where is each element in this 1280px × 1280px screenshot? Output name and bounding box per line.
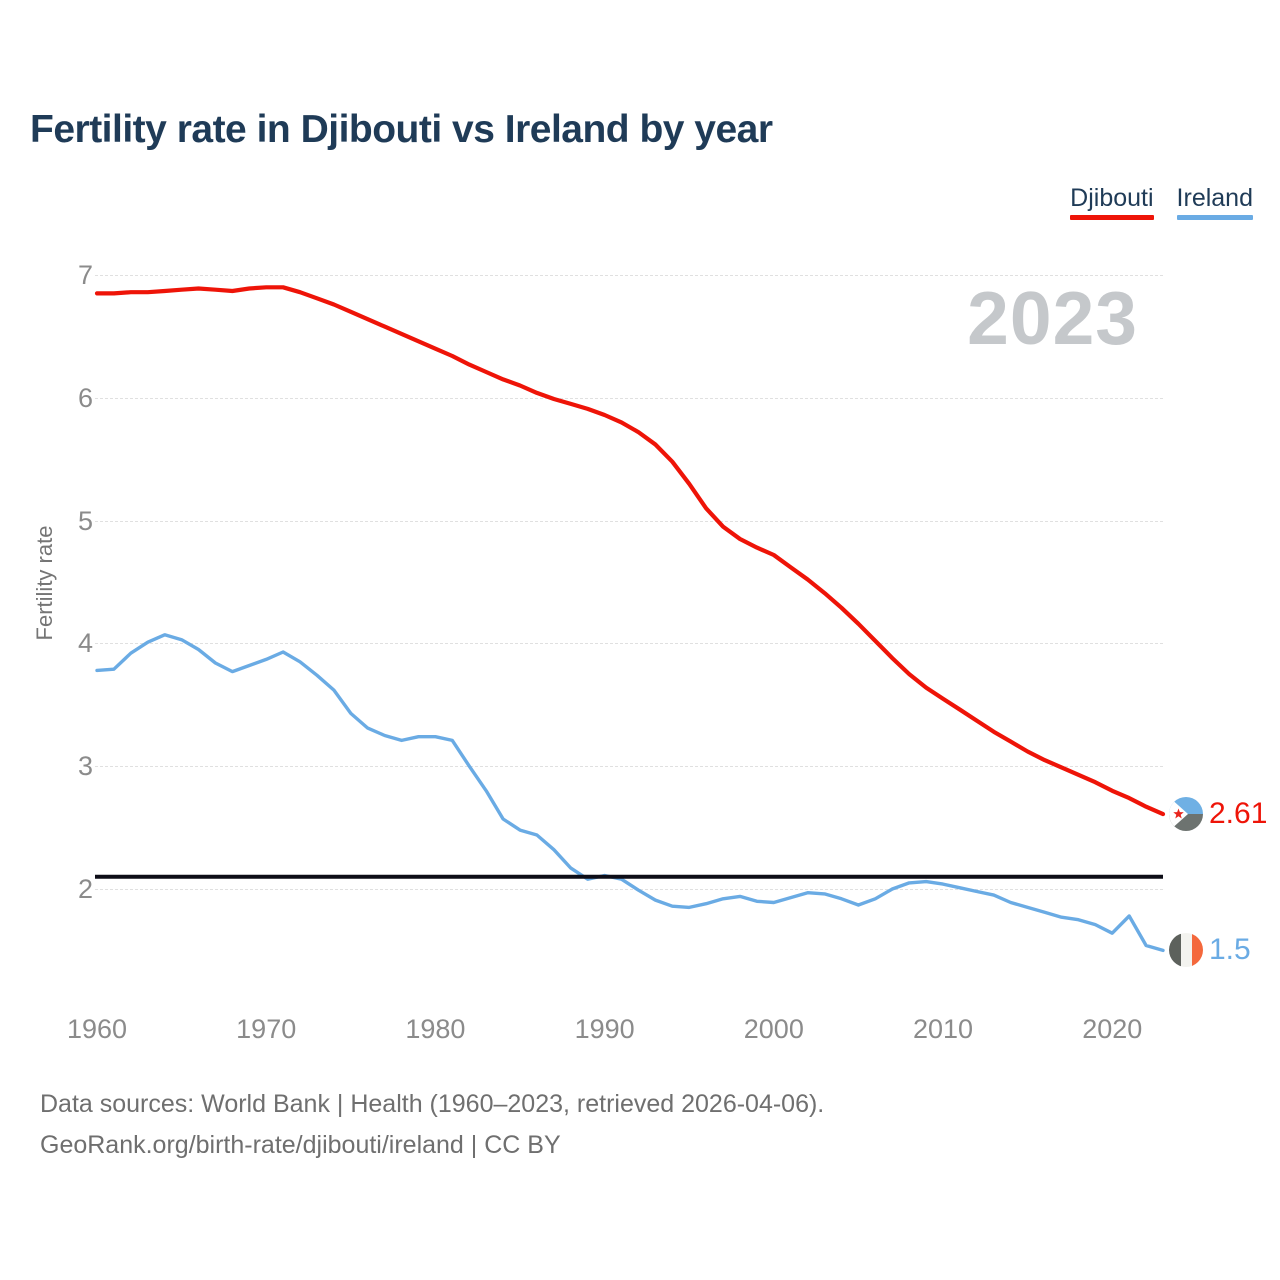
x-tick-2010: 2010: [912, 1014, 974, 1044]
legend-underline-ireland: [1176, 215, 1253, 220]
y-tick-3: 3: [77, 751, 93, 782]
footer: Data sources: World Bank | Health (1960–…: [40, 1084, 824, 1166]
gridline-4: [95, 643, 1163, 645]
gridline-6: [95, 397, 1163, 399]
gridline-5: [95, 520, 1163, 522]
legend-underline-djibouti: [1070, 215, 1154, 220]
legend-item-ireland[interactable]: Ireland: [1176, 184, 1253, 220]
djibouti-series-line[interactable]: [94, 285, 1166, 817]
ireland-end-value-label: 1.5: [1209, 933, 1251, 967]
y-tick-5: 5: [77, 505, 93, 536]
y-axis-title: Fertility rate: [32, 525, 57, 641]
chart-title: Fertility rate in Djibouti vs Ireland by…: [30, 108, 773, 151]
djibouti-end-value-label: 2.61: [1209, 797, 1268, 831]
gridline-3: [95, 766, 1163, 768]
x-tick-1960: 1960: [66, 1014, 128, 1044]
y-tick-7: 7: [77, 260, 93, 290]
footer-sources: Data sources: World Bank | Health (1960–…: [40, 1090, 825, 1118]
y-tick-4: 4: [77, 628, 93, 659]
gridline-7: [95, 275, 1163, 276]
legend-item-djibouti[interactable]: Djibouti: [1070, 184, 1154, 220]
legend: Djibouti Ireland: [1070, 184, 1253, 220]
x-tick-1990: 1990: [574, 1014, 635, 1044]
x-tick-1980: 1980: [405, 1014, 466, 1044]
gridline-2: [95, 889, 1163, 890]
ireland-flag-icon: [1169, 933, 1203, 968]
x-tick-2020: 2020: [1082, 1014, 1143, 1044]
x-tick-1970: 1970: [236, 1014, 297, 1044]
y-tick-6: 6: [77, 382, 93, 413]
watermark-year: 2023: [967, 276, 1138, 360]
legend-label-djibouti: Djibouti: [1070, 184, 1154, 212]
x-tick-2000: 2000: [743, 1014, 804, 1044]
legend-label-ireland: Ireland: [1176, 184, 1253, 212]
y-tick-2: 2: [77, 874, 93, 904]
footer-attribution: GeoRank.org/birth-rate/djibouti/ireland …: [40, 1131, 561, 1159]
ireland-series-line[interactable]: [95, 633, 1165, 953]
djibouti-flag-icon: [1169, 797, 1203, 832]
